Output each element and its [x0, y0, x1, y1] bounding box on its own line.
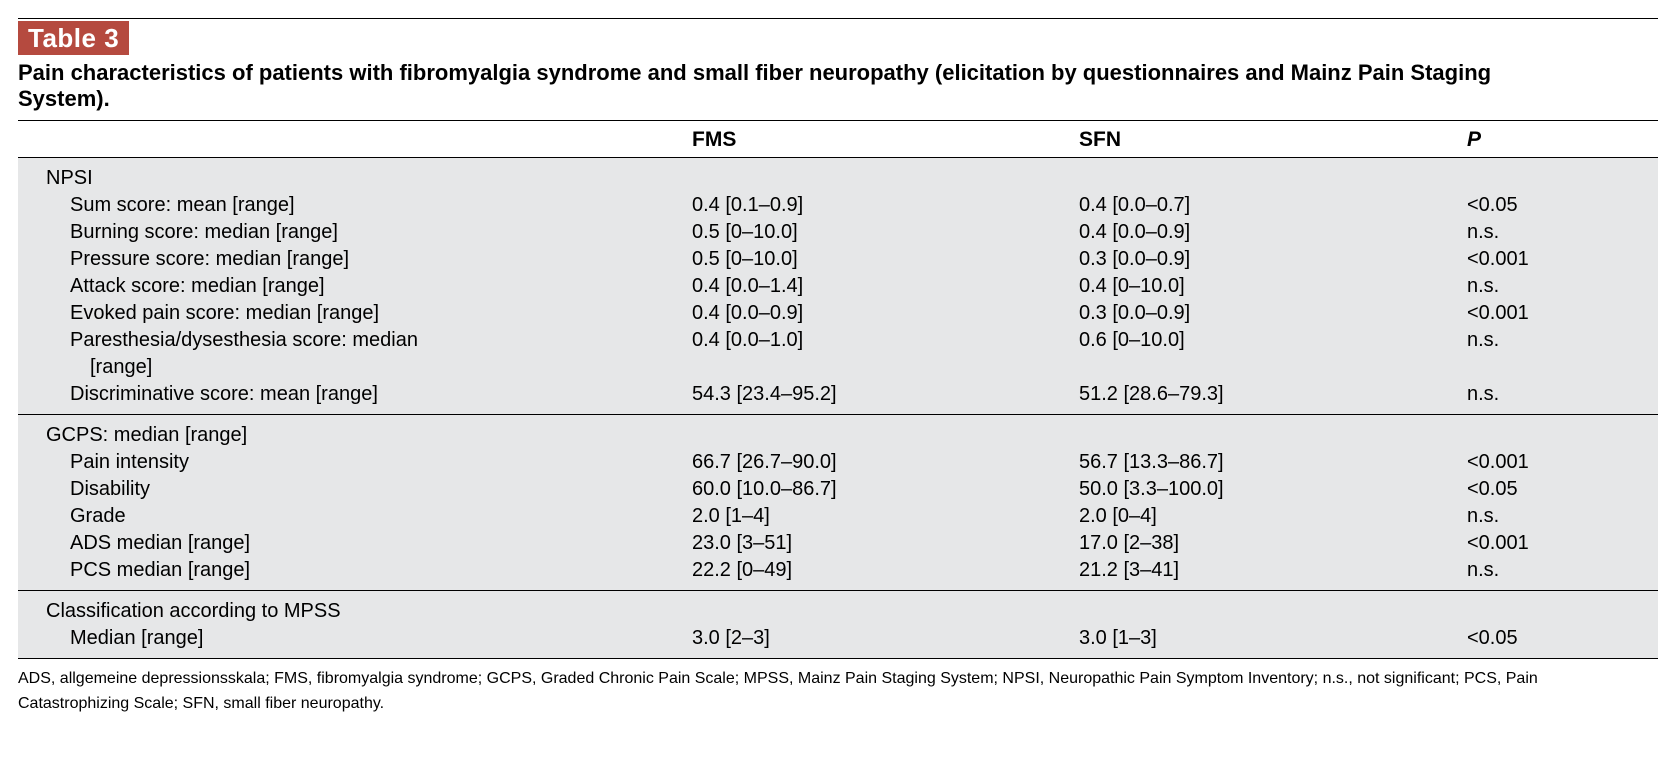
row-label-line1: Paresthesia/dysesthesia score: median [70, 329, 418, 351]
sfn-value: 2.0 [0–4] [1079, 505, 1157, 527]
section-title: GCPS: median [range] [46, 424, 248, 446]
row-label: Paresthesia/dysesthesia score: median [r… [18, 327, 430, 381]
header-p: P [1467, 128, 1482, 151]
p-value: <0.001 [1467, 451, 1529, 473]
sfn-value: 17.0 [2–38] [1079, 532, 1180, 554]
section-npsi: NPSI Sum score: mean [range] 0.4 [0.1–0.… [18, 158, 1658, 414]
p-value: n.s. [1467, 383, 1500, 405]
sfn-value: 56.7 [13.3–86.7] [1079, 451, 1224, 473]
p-value: <0.001 [1467, 248, 1529, 270]
fms-value: 0.4 [0.0–1.0] [692, 329, 804, 351]
p-value: n.s. [1467, 275, 1500, 297]
table-row: Discriminative score: mean [range] 54.3 … [18, 381, 1658, 408]
row-label: ADS median [range] [70, 532, 251, 554]
sfn-value: 51.2 [28.6–79.3] [1079, 383, 1224, 405]
table-body: NPSI Sum score: mean [range] 0.4 [0.1–0.… [18, 158, 1658, 659]
table-row: Median [range] 3.0 [2–3] 3.0 [1–3] <0.05 [18, 625, 1658, 652]
section-title: Classification according to MPSS [46, 600, 341, 622]
p-value: <0.05 [1467, 478, 1518, 500]
p-value: <0.001 [1467, 532, 1529, 554]
row-label: Attack score: median [range] [70, 275, 325, 297]
table-row: Grade 2.0 [1–4] 2.0 [0–4] n.s. [18, 503, 1658, 530]
fms-value: 66.7 [26.7–90.0] [692, 451, 837, 473]
p-value: n.s. [1467, 505, 1500, 527]
p-value: n.s. [1467, 221, 1500, 243]
table-row: PCS median [range] 22.2 [0–49] 21.2 [3–4… [18, 557, 1658, 584]
section-mpss: Classification according to MPSS Median … [18, 591, 1658, 658]
sfn-value: 0.3 [0.0–0.9] [1079, 248, 1191, 270]
row-label: Discriminative score: mean [range] [70, 383, 378, 405]
table-row: Burning score: median [range] 0.5 [0–10.… [18, 219, 1658, 246]
p-value: <0.05 [1467, 194, 1518, 216]
row-label: Pressure score: median [range] [70, 248, 350, 270]
p-value: <0.05 [1467, 627, 1518, 649]
row-label: Disability [70, 478, 151, 500]
header-bottom-rule [18, 157, 1658, 158]
table-caption: Pain characteristics of patients with fi… [18, 60, 1492, 111]
section-gcps: GCPS: median [range] Pain intensity 66.7… [18, 415, 1658, 590]
table-row: Evoked pain score: median [range] 0.4 [0… [18, 300, 1658, 327]
table-label: Table 3 [18, 21, 130, 55]
fms-value: 0.4 [0.0–1.4] [692, 275, 804, 297]
fms-value: 0.4 [0.0–0.9] [692, 302, 804, 324]
row-label: Pain intensity [70, 451, 189, 473]
fms-value: 22.2 [0–49] [692, 559, 793, 581]
p-value: <0.001 [1467, 302, 1529, 324]
table-row: ADS median [range] 23.0 [3–51] 17.0 [2–3… [18, 530, 1658, 557]
fms-value: 0.5 [0–10.0] [692, 248, 798, 270]
row-label: Sum score: mean [range] [70, 194, 295, 216]
section-title: NPSI [46, 167, 93, 189]
sfn-value: 21.2 [3–41] [1079, 559, 1180, 581]
fms-value: 23.0 [3–51] [692, 532, 793, 554]
sfn-value: 0.6 [0–10.0] [1079, 329, 1185, 351]
row-label: Grade [70, 505, 126, 527]
fms-value: 2.0 [1–4] [692, 505, 770, 527]
header-sfn: SFN [1079, 128, 1121, 151]
table-footnote: ADS, allgemeine depressionsskala; FMS, f… [18, 670, 1538, 712]
table-row: Attack score: median [range] 0.4 [0.0–1.… [18, 273, 1658, 300]
row-label: Evoked pain score: median [range] [70, 302, 380, 324]
sfn-value: 0.3 [0.0–0.9] [1079, 302, 1191, 324]
fms-value: 60.0 [10.0–86.7] [692, 478, 837, 500]
section-title-row: Classification according to MPSS [18, 598, 1658, 625]
row-label: Burning score: median [range] [70, 221, 338, 243]
row-label-line2: [range] [90, 356, 153, 378]
table-header: FMS SFN P [18, 121, 1658, 157]
table-bottom-rule [18, 658, 1658, 659]
table-figure: Table 3 Pain characteristics of patients… [18, 18, 1658, 716]
table-row: Pain intensity 66.7 [26.7–90.0] 56.7 [13… [18, 449, 1658, 476]
p-value: n.s. [1467, 559, 1500, 581]
row-label: Median [range] [70, 627, 204, 649]
sfn-value: 3.0 [1–3] [1079, 627, 1157, 649]
table-row: Pressure score: median [range] 0.5 [0–10… [18, 246, 1658, 273]
fms-value: 0.5 [0–10.0] [692, 221, 798, 243]
sfn-value: 50.0 [3.3–100.0] [1079, 478, 1224, 500]
header-top-rule [18, 120, 1658, 121]
section-divider [18, 414, 1658, 415]
sfn-value: 0.4 [0.0–0.7] [1079, 194, 1191, 216]
top-rule [18, 18, 1658, 19]
fms-value: 54.3 [23.4–95.2] [692, 383, 837, 405]
sfn-value: 0.4 [0.0–0.9] [1079, 221, 1191, 243]
header-fms: FMS [692, 128, 737, 151]
sfn-value: 0.4 [0–10.0] [1079, 275, 1185, 297]
table-row: Paresthesia/dysesthesia score: median [r… [18, 327, 1658, 381]
section-title-row: GCPS: median [range] [18, 422, 1658, 449]
fms-value: 3.0 [2–3] [692, 627, 770, 649]
table-row: Sum score: mean [range] 0.4 [0.1–0.9] 0.… [18, 192, 1658, 219]
fms-value: 0.4 [0.1–0.9] [692, 194, 804, 216]
p-value: n.s. [1467, 329, 1500, 351]
section-title-row: NPSI [18, 165, 1658, 192]
section-divider [18, 590, 1658, 591]
table-row: Disability 60.0 [10.0–86.7] 50.0 [3.3–10… [18, 476, 1658, 503]
row-label: PCS median [range] [70, 559, 251, 581]
